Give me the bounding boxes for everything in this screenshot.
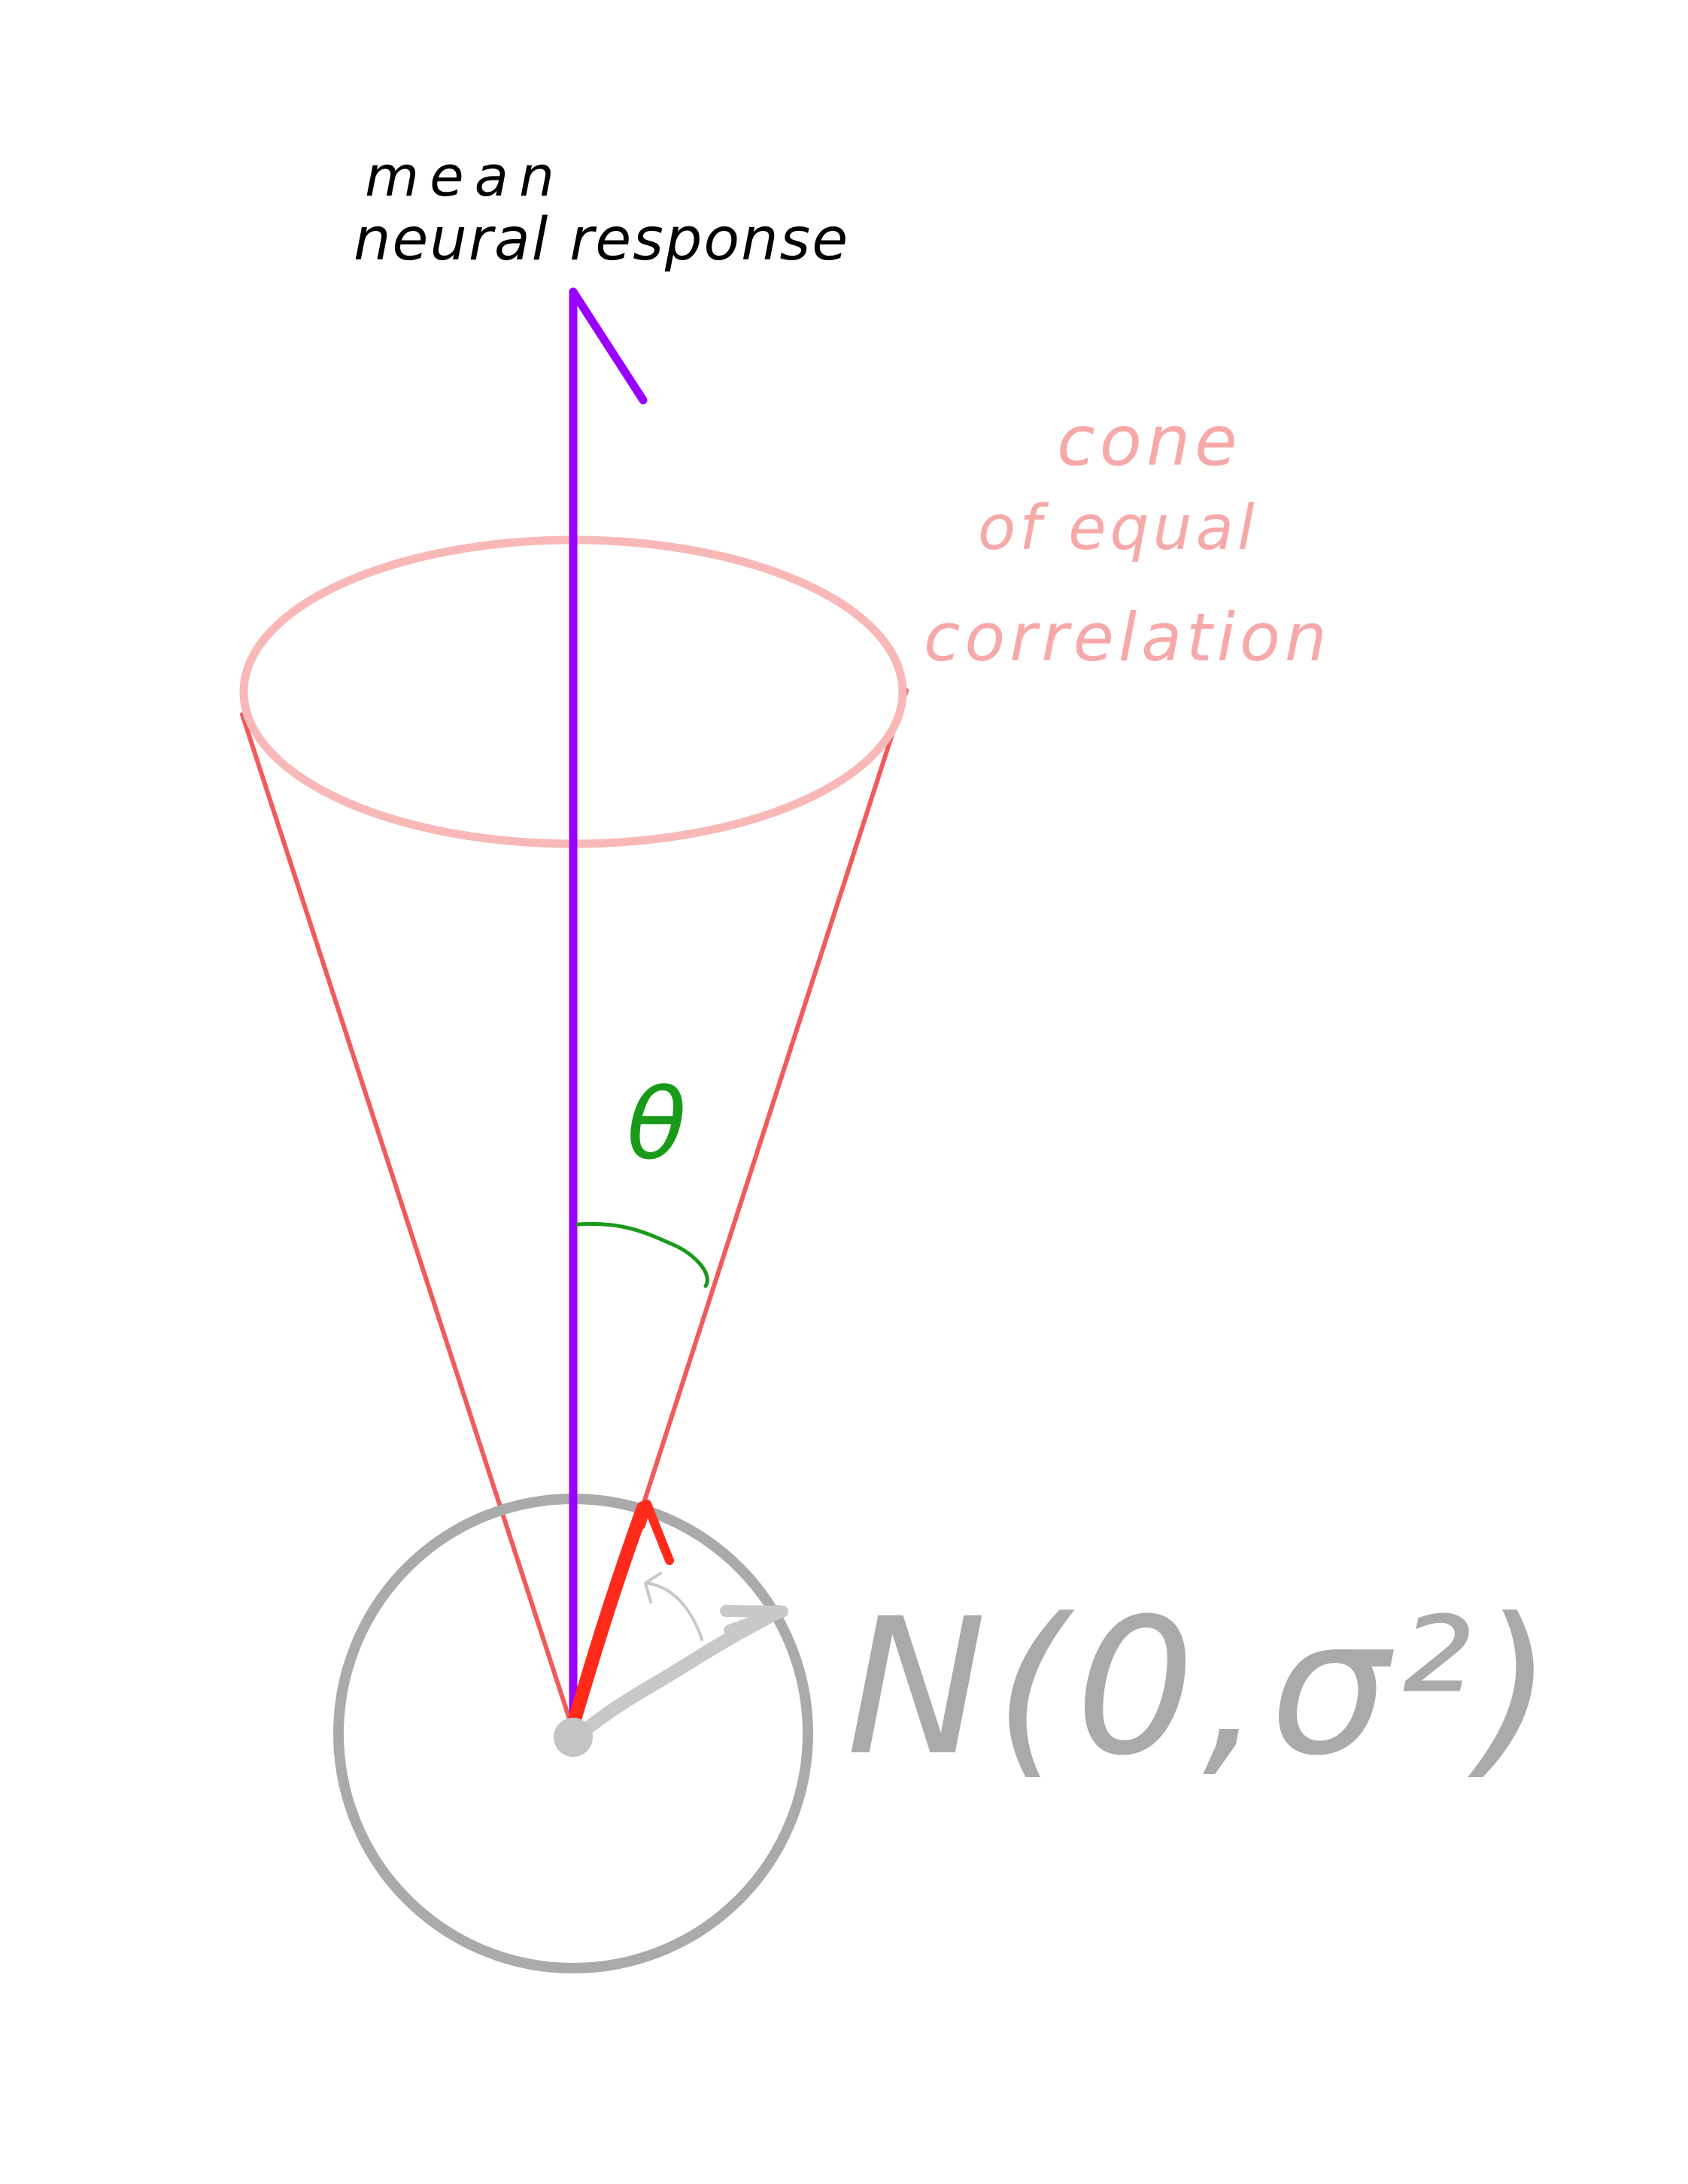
noise-vector-arrowhead [720,1605,788,1636]
noise-label: N(0,σ²) [846,1578,1560,1797]
cone-label-line3: correlation [924,599,1331,676]
cone-label-line2: of equal [978,493,1258,564]
theta-angle-arc [575,1221,709,1288]
mean-vector-arrowhead [569,287,648,405]
mean-label-line1: mean [365,144,565,209]
rotation-arrow-head [644,1572,662,1603]
theta-label: θ [627,1067,687,1181]
sample-vector-arrowhead [636,1500,674,1565]
sample-vector [565,1501,650,1737]
mean-label-line2: neural response [354,206,849,274]
origin-dot [554,1718,593,1757]
cone-label-line1: cone [1057,401,1242,481]
noise-vector [569,1605,785,1744]
cone-left-edge [240,712,574,1728]
rotation-arrow [645,1582,703,1641]
